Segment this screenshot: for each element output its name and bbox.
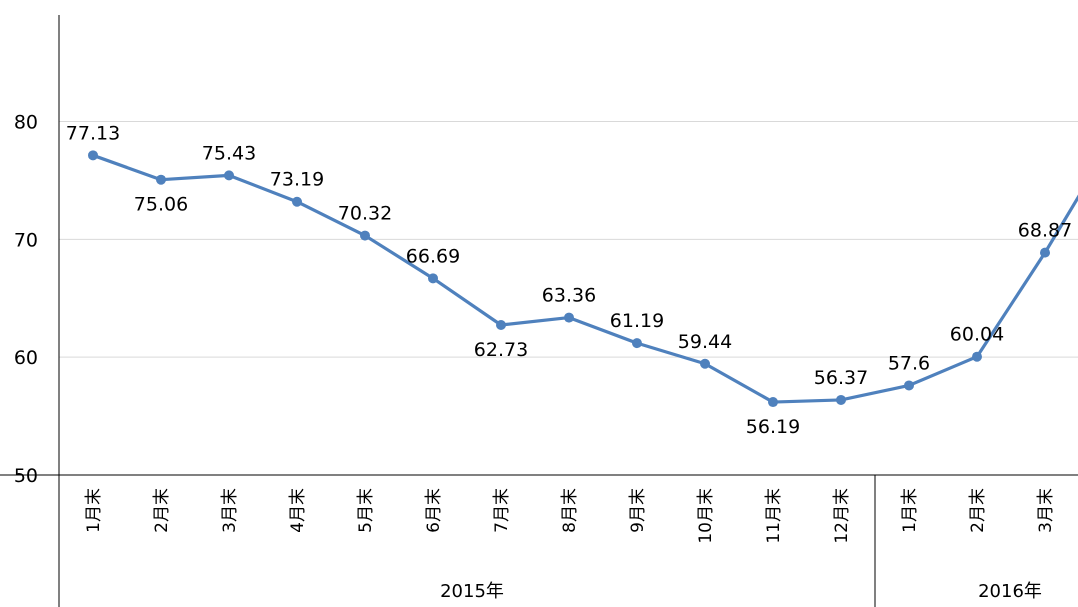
data-label: 66.69 bbox=[406, 245, 460, 267]
x-tick-label: 6月末 bbox=[424, 488, 444, 533]
x-tick-label: 1月末 bbox=[900, 488, 920, 533]
data-point bbox=[768, 397, 778, 408]
x-tick-label: 3月末 bbox=[220, 488, 240, 533]
y-tick-label: 50 bbox=[14, 465, 38, 487]
x-tick-label: 12月末 bbox=[832, 488, 852, 544]
data-point bbox=[224, 170, 234, 181]
x-tick-label: 1月末 bbox=[84, 488, 104, 533]
series-line bbox=[92, 153, 1078, 404]
data-point bbox=[836, 394, 846, 405]
data-point bbox=[428, 273, 438, 284]
data-label: 60.04 bbox=[950, 324, 1004, 346]
data-label: 59.44 bbox=[678, 331, 732, 353]
data-point bbox=[700, 358, 710, 369]
data-point bbox=[156, 174, 166, 185]
x-tick-label: 2月末 bbox=[968, 488, 988, 533]
x-tick-label: 2月末 bbox=[152, 488, 172, 533]
data-label: 63.36 bbox=[542, 285, 596, 307]
data-label: 75.06 bbox=[134, 194, 188, 216]
data-labels: 77.13 75.06 75.43 73.19 70.32 66.69 62.73 63.36… bbox=[66, 122, 1072, 438]
x-tick-label: 8月末 bbox=[560, 488, 580, 533]
data-label: 56.19 bbox=[746, 416, 800, 438]
data-point bbox=[632, 338, 642, 349]
x-tick-labels: 1月末 2月末 3月末 4月末 5月末 6月末 7月末 8月末 9月末 10月末 11月末 12月末 1… bbox=[84, 488, 1056, 544]
category-group-label: 2016年 bbox=[978, 581, 1042, 602]
data-point bbox=[1040, 247, 1050, 258]
x-tick-label: 4月末 bbox=[288, 488, 308, 533]
y-tick-label: 70 bbox=[14, 229, 38, 251]
category-group-label: 2015年 bbox=[440, 581, 504, 602]
axes bbox=[0, 15, 1078, 607]
data-point bbox=[564, 312, 574, 323]
data-label: 77.13 bbox=[66, 122, 120, 144]
data-point bbox=[972, 351, 982, 362]
data-point bbox=[496, 319, 506, 330]
x-tick-label: 7月末 bbox=[492, 488, 512, 533]
y-tick-labels: 50 60 70 80 bbox=[14, 112, 38, 488]
data-label: 70.32 bbox=[338, 203, 392, 225]
data-label: 57.6 bbox=[888, 352, 930, 374]
data-label: 68.87 bbox=[1018, 220, 1072, 242]
data-label: 62.73 bbox=[474, 339, 528, 361]
data-label: 73.19 bbox=[270, 169, 324, 191]
data-label: 75.43 bbox=[202, 142, 256, 164]
data-point bbox=[360, 230, 370, 241]
x-tick-label: 10月末 bbox=[696, 488, 716, 544]
x-tick-label: 5月末 bbox=[356, 488, 376, 533]
data-label: 61.19 bbox=[610, 310, 664, 332]
gridlines bbox=[59, 121, 1078, 358]
x-tick-label: 9月末 bbox=[628, 488, 648, 533]
y-tick-label: 80 bbox=[14, 112, 38, 134]
y-tick-label: 60 bbox=[14, 347, 38, 369]
x-tick-label: 11月末 bbox=[764, 488, 784, 544]
data-point bbox=[904, 380, 914, 391]
data-label: 56.37 bbox=[814, 367, 868, 389]
category-groups: 2015年 2016年 bbox=[440, 475, 1042, 607]
data-point bbox=[88, 150, 98, 161]
series-layer bbox=[88, 150, 1078, 408]
data-point bbox=[292, 196, 302, 207]
x-tick-label: 3月末 bbox=[1036, 488, 1056, 533]
